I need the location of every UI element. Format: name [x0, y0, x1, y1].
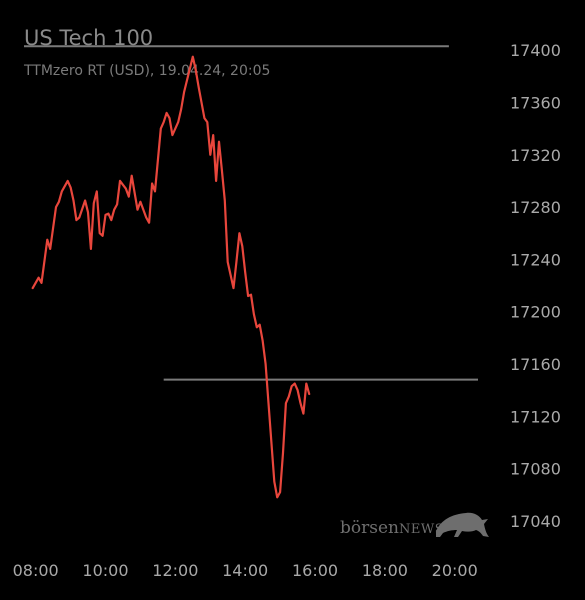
- y-tick-label: 17240: [510, 250, 561, 269]
- x-tick-label: 10:00: [82, 561, 128, 580]
- x-tick-label: 08:00: [13, 561, 59, 580]
- watermark: börsenNEWS: [340, 512, 489, 538]
- y-tick-label: 17280: [510, 198, 561, 217]
- y-tick-label: 17160: [510, 355, 561, 374]
- x-tick-label: 12:00: [152, 561, 198, 580]
- y-tick-label: 17360: [510, 93, 561, 112]
- watermark-name-part2: NEWS: [399, 522, 444, 537]
- x-axis-ticks: 08:00 10:00 12:00 14:00 16:00 18:00 20:00: [13, 561, 478, 580]
- y-tick-label: 17040: [510, 512, 561, 531]
- y-tick-label: 17120: [510, 407, 561, 426]
- watermark-name-part1: börsen: [340, 518, 399, 538]
- x-tick-label: 20:00: [432, 561, 478, 580]
- x-tick-label: 16:00: [292, 561, 338, 580]
- chart-subtitle: TTMzero RT (USD), 19.04.24, 20:05: [24, 63, 271, 79]
- bull-icon: [436, 512, 489, 537]
- y-tick-label: 17400: [510, 41, 561, 60]
- y-axis-ticks: 17400 17360 17320 17280 17240 17200 17160 17120…: [510, 41, 561, 531]
- y-tick-label: 17080: [510, 460, 561, 479]
- y-tick-label: 17200: [510, 303, 561, 322]
- series-line: [31, 55, 311, 499]
- x-tick-label: 18:00: [362, 561, 408, 580]
- x-tick-label: 14:00: [222, 561, 268, 580]
- y-tick-label: 17320: [510, 146, 561, 165]
- series-layer: [31, 55, 311, 499]
- reference-lines: [24, 45, 478, 381]
- watermark-text: börsenNEWS: [340, 518, 444, 538]
